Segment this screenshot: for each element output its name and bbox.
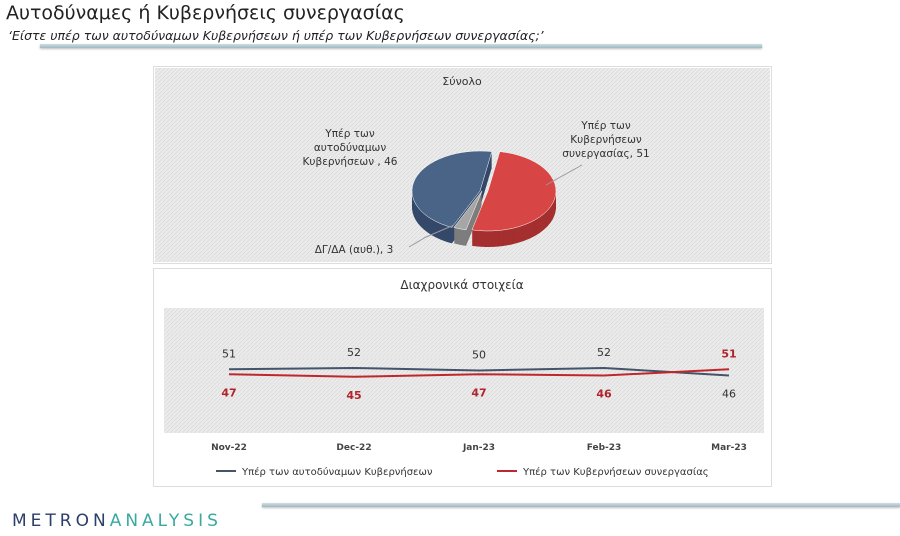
pie-chart-panel: Σύνολο Υπέρ των Κυβερνήσεων συνεργασίας, 51…	[153, 66, 772, 264]
data-label: 51	[721, 347, 736, 360]
series-line	[228, 366, 730, 377]
data-label: 45	[346, 389, 361, 402]
data-label: 51	[222, 347, 236, 360]
line-chart: Διαχρονικά στοιχεία 51 52 50 52 46 47 45 47 46 51 N…	[164, 278, 792, 478]
footer-divider	[262, 503, 900, 507]
metron-analysis-logo: METRONANALYSIS	[12, 511, 222, 531]
data-label: 46	[596, 388, 612, 401]
legend-label: Υπέρ των αυτοδύναμων Κυβερνήσεων	[241, 466, 433, 478]
page-title: Αυτοδύναμες ή Κυβερνήσεις συνεργασίας	[6, 2, 405, 24]
pie-title: Σύνολο	[442, 75, 482, 88]
page-subtitle: ‘Είστε υπέρ των αυτοδύναμων Κυβερνήσεων …	[8, 28, 544, 43]
data-label: 52	[347, 346, 361, 359]
line-chart-panel: Διαχρονικά στοιχεία 51 52 50 52 46 47 45 47 46 51 N…	[153, 268, 792, 487]
pie-data-label: συνεργασίας, 51	[562, 148, 649, 160]
pie-chart: Σύνολο Υπέρ των Κυβερνήσεων συνεργασίας, 51…	[155, 68, 770, 262]
line-chart-title: Διαχρονικά στοιχεία	[400, 278, 523, 292]
pie-slice	[453, 190, 483, 231]
leader-line	[545, 164, 583, 186]
pie-data-label: Κυβερνήσεων	[570, 134, 642, 146]
data-label: 46	[722, 388, 736, 401]
pie-slice	[471, 151, 557, 232]
header-divider	[40, 44, 762, 48]
data-label: 47	[471, 386, 486, 399]
logo-part1: METRON	[12, 511, 110, 531]
logo-part2: ANALYSIS	[109, 511, 222, 531]
pie-data-label: Κυβερνήσεων , 46	[303, 156, 398, 168]
x-tick-label: Mar-23	[711, 443, 747, 453]
pie-data-label: αυτοδύναμων	[314, 142, 387, 154]
legend-label: Υπέρ των Κυβερνήσεων συνεργασίας	[522, 466, 709, 478]
series-line	[228, 368, 730, 378]
x-tick-label: Nov-22	[211, 443, 247, 453]
pie-slice	[411, 150, 493, 228]
x-tick-label: Feb-23	[587, 443, 622, 453]
pie-data-label: Υπέρ των	[580, 120, 631, 132]
x-tick-label: Jan-23	[462, 443, 495, 453]
data-label: 47	[221, 386, 236, 399]
x-tick-label: Dec-22	[336, 443, 371, 453]
data-label: 50	[472, 349, 486, 362]
leader-line	[408, 224, 455, 248]
pie-data-label: Υπέρ των	[324, 128, 375, 140]
data-label: 52	[597, 346, 611, 359]
pie-data-label: ΔΓ/ΔΑ (αυθ.), 3	[315, 244, 394, 256]
